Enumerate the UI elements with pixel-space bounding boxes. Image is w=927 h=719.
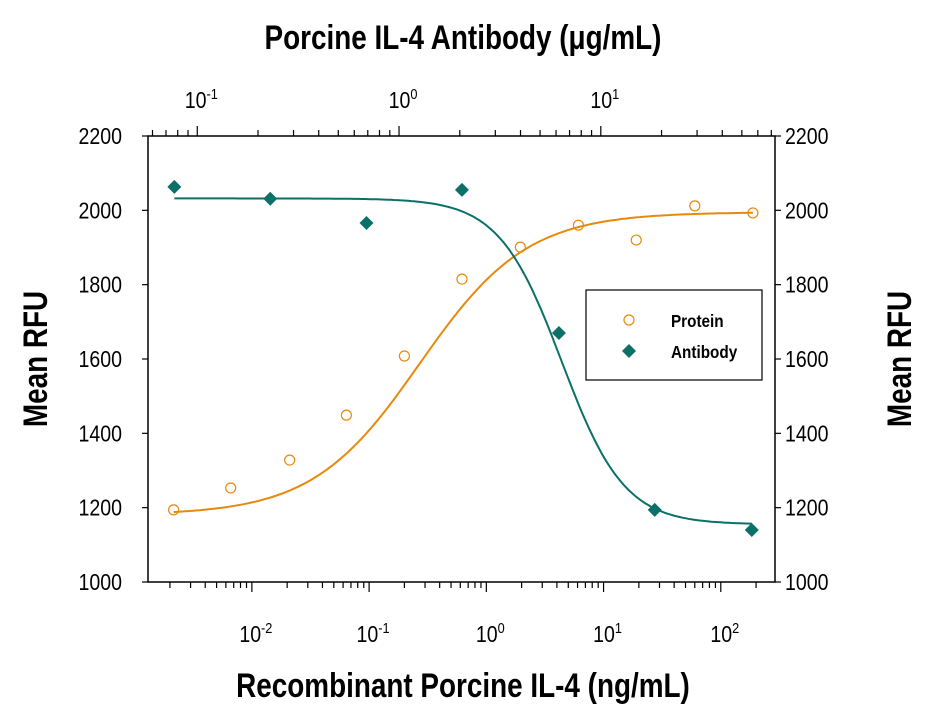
protein-data-point bbox=[689, 200, 701, 212]
x-axis-title: Recombinant Porcine IL-4 (ng/mL) bbox=[236, 666, 690, 704]
antibody-data-point bbox=[744, 522, 759, 537]
y-axis-title-left: Mean RFU bbox=[16, 291, 54, 427]
protein-data-point bbox=[572, 219, 584, 231]
y-tick-label-left: 2000 bbox=[79, 198, 123, 224]
x-tick-label: 102 bbox=[710, 619, 739, 647]
legend-marker-antibody bbox=[622, 344, 636, 358]
y-tick-label-right: 1600 bbox=[785, 347, 829, 373]
legend-box bbox=[585, 289, 763, 381]
x-tick-label: 10-1 bbox=[357, 619, 390, 647]
antibody-data-point bbox=[647, 502, 662, 517]
y-tick-label-right: 2000 bbox=[785, 198, 829, 224]
y-tick-label-right: 2200 bbox=[785, 124, 829, 150]
legend: Protein Antibody bbox=[585, 289, 763, 381]
y-tick-label-left: 1400 bbox=[79, 421, 123, 447]
protein-data-point bbox=[398, 350, 410, 362]
antibody-data-point bbox=[263, 191, 278, 206]
y-tick-label-left: 1200 bbox=[79, 495, 123, 521]
protein-data-point bbox=[168, 504, 180, 516]
y-tick-label-right: 1000 bbox=[785, 570, 829, 596]
protein-data-point bbox=[284, 454, 296, 466]
protein-fit-curve bbox=[173, 211, 753, 514]
x-tick-label: 101 bbox=[593, 619, 622, 647]
antibody-data-point bbox=[454, 182, 469, 197]
legend-label-antibody: Antibody bbox=[671, 342, 738, 362]
y-tick-label-left: 1000 bbox=[79, 570, 123, 596]
protein-data-point bbox=[225, 482, 237, 494]
x-tick-label: 100 bbox=[476, 619, 505, 647]
legend-marker-protein bbox=[623, 314, 635, 326]
top-axis-title: Porcine IL-4 Antibody (μg/mL) bbox=[265, 18, 662, 56]
y-tick-label-left: 2200 bbox=[79, 124, 123, 150]
protein-data-point bbox=[630, 234, 642, 246]
protein-data-point bbox=[340, 409, 352, 421]
top-x-tick-label: 101 bbox=[590, 85, 619, 113]
y-tick-label-left: 1600 bbox=[79, 347, 123, 373]
protein-data-point bbox=[747, 207, 759, 219]
legend-label-protein: Protein bbox=[671, 311, 724, 331]
y-tick-label-left: 1800 bbox=[79, 272, 123, 298]
antibody-data-point bbox=[167, 179, 182, 194]
y-tick-label-right: 1400 bbox=[785, 421, 829, 447]
protein-data-point bbox=[514, 241, 526, 253]
top-x-tick-label: 10-1 bbox=[185, 85, 218, 113]
y-axis-title-right: Mean RFU bbox=[880, 291, 918, 427]
y-tick-label-right: 1200 bbox=[785, 495, 829, 521]
antibody-data-point bbox=[359, 215, 374, 230]
x-tick-label: 10-2 bbox=[239, 619, 272, 647]
y-tick-label-right: 1800 bbox=[785, 272, 829, 298]
antibody-data-point bbox=[551, 325, 566, 340]
top-x-tick-label: 100 bbox=[389, 85, 418, 113]
protein-data-point bbox=[456, 273, 468, 285]
